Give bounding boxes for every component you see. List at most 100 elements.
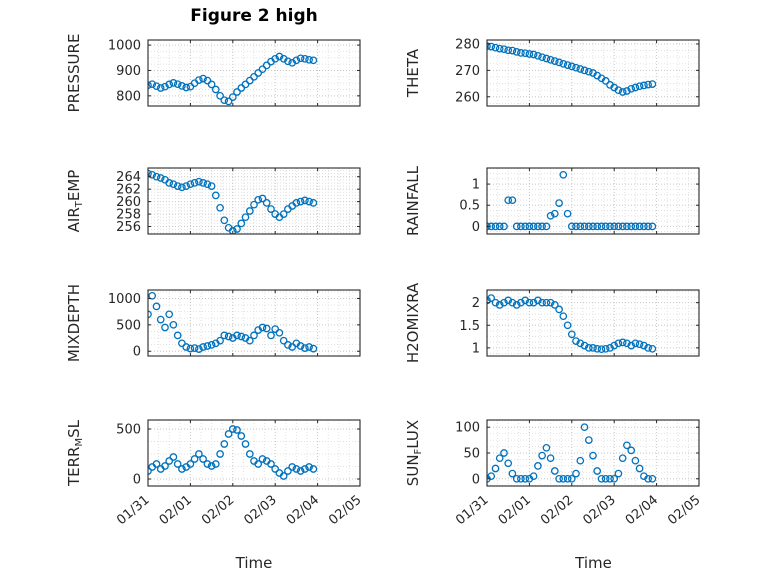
data-point-marker <box>216 450 224 458</box>
tick-marks <box>486 290 700 356</box>
data-point-marker <box>156 174 165 182</box>
data-point-marker <box>618 454 627 463</box>
data-point-marker <box>550 57 559 65</box>
data-point-marker <box>572 337 580 345</box>
data-point-marker <box>305 463 313 471</box>
data-point-marker <box>627 222 636 231</box>
y-axis-label-rainfall: RAINFALL <box>404 165 422 236</box>
data-point-marker <box>207 462 216 470</box>
data-point-marker <box>606 474 614 483</box>
data-point-marker <box>512 301 521 309</box>
data-points-terr-msl <box>147 425 318 480</box>
data-point-marker <box>301 196 309 205</box>
data-point-marker <box>546 298 555 307</box>
data-point-marker <box>207 80 216 89</box>
data-point-marker <box>216 91 224 100</box>
data-point-marker <box>631 339 640 348</box>
data-point-marker <box>245 450 254 458</box>
data-point-marker <box>610 341 619 350</box>
data-point-marker <box>165 310 174 319</box>
data-point-marker <box>500 298 508 307</box>
data-point-marker <box>512 474 521 483</box>
data-point-marker <box>220 216 229 225</box>
data-point-marker <box>495 454 504 463</box>
data-point-marker <box>305 55 313 64</box>
data-point-marker <box>601 344 610 353</box>
data-points-sun-flux <box>486 423 657 483</box>
data-point-marker <box>491 222 500 231</box>
data-point-marker <box>508 298 517 307</box>
x-axis-label-right: Time <box>575 554 612 572</box>
data-point-marker <box>250 72 258 81</box>
data-point-marker <box>576 339 585 348</box>
data-point-marker <box>258 455 267 463</box>
minor-grid <box>148 40 360 106</box>
y-axis-label-terr-msl: TERRMSL <box>65 419 85 487</box>
data-point-marker <box>640 222 648 231</box>
subplot-rainfall: 0 0.5 1 RAINFALL <box>402 160 713 252</box>
data-point-marker <box>644 222 652 231</box>
data-point-marker <box>500 45 508 54</box>
data-point-marker <box>529 472 538 481</box>
data-point-marker <box>529 298 538 307</box>
data-point-marker <box>563 209 572 218</box>
data-point-marker <box>169 320 178 329</box>
subplot-svg-terr-msl: 0 500 01/31 02/01 02/02 02/03 02/04 02/05 TERRMS… <box>65 419 365 529</box>
data-point-marker <box>538 451 546 460</box>
data-point-marker <box>640 341 648 350</box>
data-point-marker <box>245 207 254 215</box>
data-point-marker <box>567 62 576 71</box>
data-point-marker <box>169 79 178 87</box>
data-point-marker <box>250 331 258 340</box>
data-point-marker <box>203 76 212 85</box>
data-point-marker <box>559 312 568 321</box>
data-point-marker <box>495 44 504 53</box>
data-point-marker <box>296 54 305 63</box>
data-point-marker <box>178 465 186 473</box>
data-point-marker <box>220 331 229 340</box>
tick-marks <box>486 168 700 234</box>
data-point-marker <box>309 56 318 65</box>
data-point-marker <box>572 63 580 72</box>
x-tick-label: 02/04 <box>284 493 322 529</box>
tick-marks <box>486 40 700 106</box>
data-point-marker <box>648 80 657 88</box>
data-point-marker <box>627 341 636 350</box>
data-point-marker <box>487 472 496 481</box>
data-point-marker <box>597 474 606 483</box>
data-point-marker <box>305 197 313 206</box>
data-point-marker <box>542 222 551 231</box>
data-point-marker <box>173 460 182 468</box>
data-point-marker <box>508 196 517 205</box>
data-point-marker <box>521 296 530 305</box>
data-point-marker <box>301 344 309 352</box>
y-tick-label: 1000 <box>108 292 141 307</box>
y-tick-labels: 800 900 1000 <box>108 39 141 105</box>
data-point-marker <box>309 344 318 353</box>
data-point-marker <box>487 294 496 302</box>
data-point-marker <box>538 222 546 231</box>
y-tick-labels: 0 500 <box>116 423 141 488</box>
data-point-marker <box>203 180 212 189</box>
tick-marks <box>147 420 361 486</box>
data-point-marker <box>529 50 538 59</box>
data-point-marker <box>258 194 267 203</box>
data-point-marker <box>567 474 576 483</box>
data-point-marker <box>584 67 593 76</box>
data-point-marker <box>190 455 199 463</box>
data-point-marker <box>195 345 203 353</box>
axes-box <box>147 167 361 235</box>
data-point-marker <box>148 291 157 300</box>
data-point-marker <box>614 469 623 478</box>
x-tick-label: 02/05 <box>326 493 364 529</box>
data-point-marker <box>504 459 513 468</box>
data-point-marker <box>173 80 182 89</box>
data-point-marker <box>640 81 648 90</box>
data-point-marker <box>165 457 174 465</box>
data-point-marker <box>546 454 555 463</box>
y-tick-label: 260 <box>116 195 141 210</box>
data-point-marker <box>305 343 313 351</box>
